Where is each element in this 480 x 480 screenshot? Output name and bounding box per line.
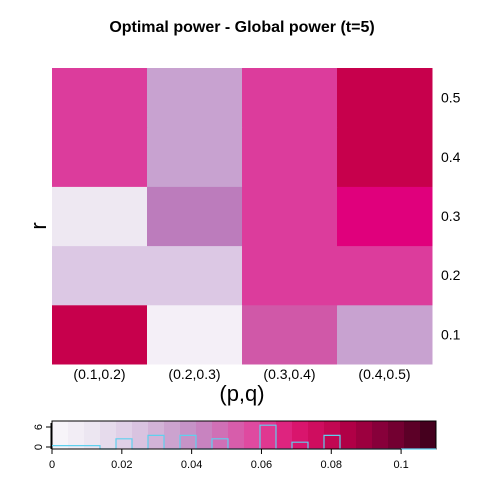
heatmap-cell: [337, 245, 433, 306]
color-key-y-tick-label: 6: [33, 424, 45, 430]
color-key-swatch: [100, 421, 117, 449]
heatmap-cell: [337, 68, 433, 128]
color-key-swatch: [212, 421, 229, 449]
color-key-swatch: [372, 421, 389, 449]
heatmap-cells: [52, 68, 433, 365]
heatmap-cell: [147, 68, 243, 128]
heatmap-cell: [52, 245, 148, 306]
color-key-swatch: [292, 421, 309, 449]
color-key-histogram: [52, 424, 436, 450]
color-key-swatch: [116, 421, 133, 449]
color-key-tick-label: 0.04: [181, 459, 202, 471]
heatmap-cell: [242, 245, 338, 306]
color-key: 0 0.02 0.04 0.06 0.08 0.1 0 6: [33, 420, 437, 471]
color-key-y-tick-label: 0: [33, 444, 45, 450]
y-tick-label: 0.4: [441, 149, 461, 165]
heatmap-cell: [52, 186, 148, 247]
heatmap-cell: [337, 186, 433, 247]
color-key-swatch: [404, 421, 421, 449]
chart-title: Optimal power - Global power (t=5): [109, 19, 374, 36]
color-key-swatch: [84, 421, 101, 449]
color-key-swatch: [68, 421, 85, 449]
color-key-tick-label: 0.06: [251, 459, 272, 471]
color-key-swatch: [164, 421, 181, 449]
y-axis-label: r: [26, 222, 51, 229]
y-tick-label: 0.1: [441, 326, 461, 342]
heatmap-cell: [52, 127, 148, 187]
color-key-swatch: [228, 421, 245, 449]
color-key-tick-label: 0.1: [393, 459, 408, 471]
heatmap-cell: [52, 304, 148, 365]
heatmap-cell: [242, 68, 338, 128]
x-tick-label: (0.4,0.5): [358, 366, 410, 382]
heatmap-cell: [52, 68, 148, 128]
heatmap-cell: [147, 304, 243, 365]
color-key-swatch: [356, 421, 373, 449]
color-key-swatch: [196, 421, 213, 449]
y-tick-label: 0.2: [441, 267, 461, 283]
color-key-swatch: [260, 421, 277, 449]
x-axis-label: (p,q): [219, 381, 264, 406]
y-tick-label: 0.3: [441, 208, 461, 224]
heatmap-cell: [242, 127, 338, 187]
color-key-swatch: [340, 421, 357, 449]
color-key-swatch: [132, 421, 149, 449]
heatmap-cell: [242, 186, 338, 247]
color-key-swatch: [52, 421, 69, 449]
color-key-swatch: [276, 421, 293, 449]
heatmap-cell: [147, 127, 243, 187]
y-tick-label: 0.5: [441, 90, 461, 106]
color-key-tick-label: 0.02: [111, 459, 132, 471]
color-key-swatch: [308, 421, 325, 449]
heatmap-cell: [242, 304, 338, 365]
color-key-swatch: [244, 421, 261, 449]
color-key-swatch: [388, 421, 405, 449]
color-key-tick-label: 0: [49, 459, 55, 471]
x-tick-labels: (0.1,0.2) (0.2,0.3) (0.3,0.4) (0.4,0.5): [73, 366, 410, 382]
heatmap-cell: [337, 127, 433, 187]
x-tick-label: (0.2,0.3): [168, 366, 220, 382]
y-tick-labels: 0.1 0.2 0.3 0.4 0.5: [441, 90, 461, 343]
heatmap-cell: [337, 304, 433, 365]
heatmap-cell: [147, 245, 243, 306]
x-tick-label: (0.3,0.4): [263, 366, 315, 382]
color-key-tick-label: 0.08: [321, 459, 342, 471]
heatmap-cell: [147, 186, 243, 247]
x-tick-label: (0.1,0.2): [73, 366, 125, 382]
color-key-swatch: [420, 421, 437, 449]
